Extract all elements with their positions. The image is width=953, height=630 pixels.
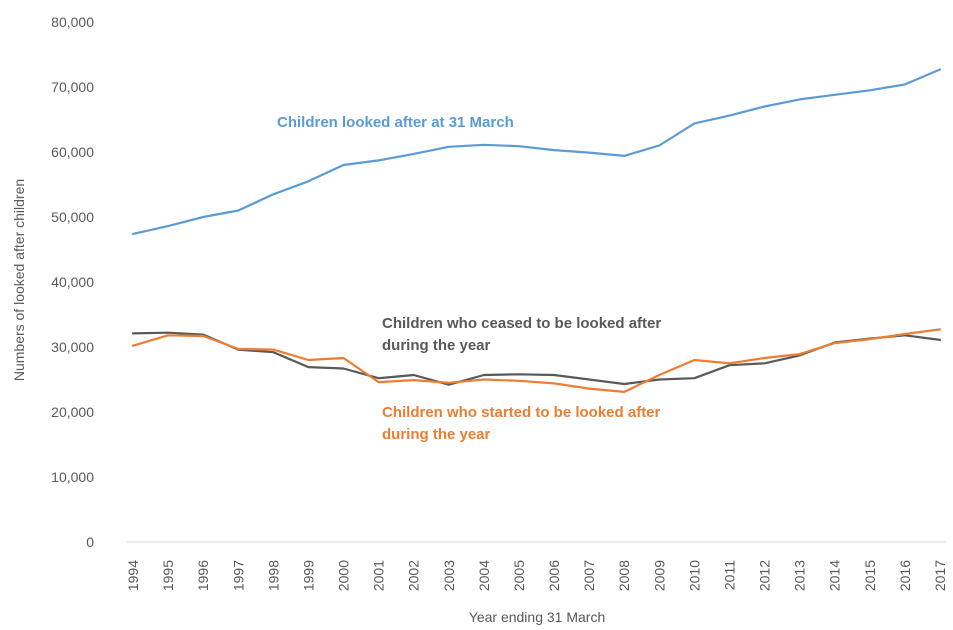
y-tick-label: 20,000 bbox=[51, 404, 94, 420]
x-tick-label: 2001 bbox=[371, 560, 387, 591]
series-line-1 bbox=[131, 68, 942, 235]
y-tick-label: 50,000 bbox=[51, 209, 94, 225]
y-tick-label: 10,000 bbox=[51, 469, 94, 485]
x-tick-label: 2006 bbox=[546, 560, 562, 591]
x-tick-label: 2007 bbox=[581, 560, 597, 591]
x-tick-label: 1998 bbox=[265, 560, 281, 591]
x-tick-label: 2017 bbox=[932, 560, 948, 591]
x-tick-label: 2013 bbox=[792, 560, 808, 591]
series-lines bbox=[131, 68, 942, 393]
y-tick-label: 60,000 bbox=[51, 144, 94, 160]
series-label-2: Children who ceased to be looked after bbox=[382, 315, 661, 332]
y-tick-label: 0 bbox=[86, 534, 94, 550]
x-tick-label: 2012 bbox=[757, 560, 773, 591]
x-tick-label: 2011 bbox=[721, 560, 737, 590]
x-tick-label: 2005 bbox=[511, 560, 527, 591]
y-tick-label: 30,000 bbox=[51, 339, 94, 355]
y-tick-label: 70,000 bbox=[51, 79, 94, 95]
y-tick-label: 40,000 bbox=[51, 274, 94, 290]
x-tick-label: 1995 bbox=[160, 560, 176, 591]
x-tick-label: 1997 bbox=[230, 560, 246, 591]
x-tick-label: 2002 bbox=[406, 560, 422, 591]
y-tick-label: 80,000 bbox=[51, 14, 94, 30]
x-tick-label: 2014 bbox=[827, 560, 843, 591]
x-tick-label: 2010 bbox=[686, 560, 702, 591]
x-tick-label: 1999 bbox=[300, 560, 316, 591]
x-tick-label: 2015 bbox=[862, 560, 878, 591]
series-label-3: during the year bbox=[382, 426, 491, 443]
x-axis-title: Year ending 31 March bbox=[469, 609, 605, 625]
x-tick-label: 2009 bbox=[651, 560, 667, 591]
x-tick-label: 2000 bbox=[336, 560, 352, 591]
series-label-2: during the year bbox=[382, 337, 491, 354]
y-axis-title: Numbers of looked after children bbox=[11, 179, 27, 381]
x-axis-ticks: 1994 1995 1996 1997 1998 1999 2000 2001 2002 2003… bbox=[125, 560, 948, 591]
series-line-3 bbox=[131, 328, 942, 393]
y-axis-ticks: 0 10,000 20,000 30,000 40,000 50,000 60,000 70,… bbox=[51, 14, 94, 550]
series-line-2 bbox=[131, 331, 942, 386]
x-tick-label: 2004 bbox=[476, 560, 492, 591]
series-labels: Children looked after at 31 March Childre… bbox=[277, 114, 661, 443]
x-tick-label: 2003 bbox=[441, 560, 457, 591]
series-label-3: Children who started to be looked after bbox=[382, 404, 661, 421]
series-label-1: Children looked after at 31 March bbox=[277, 114, 514, 131]
x-tick-label: 2016 bbox=[897, 560, 913, 591]
x-tick-label: 1996 bbox=[195, 560, 211, 591]
x-tick-label: 1994 bbox=[125, 560, 141, 591]
x-tick-label: 2008 bbox=[616, 560, 632, 591]
